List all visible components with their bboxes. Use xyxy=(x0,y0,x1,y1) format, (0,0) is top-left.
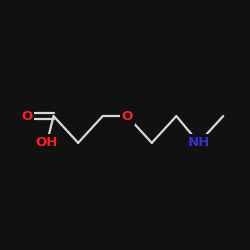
Text: O: O xyxy=(21,110,32,122)
Text: OH: OH xyxy=(36,136,58,149)
Text: NH: NH xyxy=(188,136,210,149)
Text: O: O xyxy=(122,110,133,122)
